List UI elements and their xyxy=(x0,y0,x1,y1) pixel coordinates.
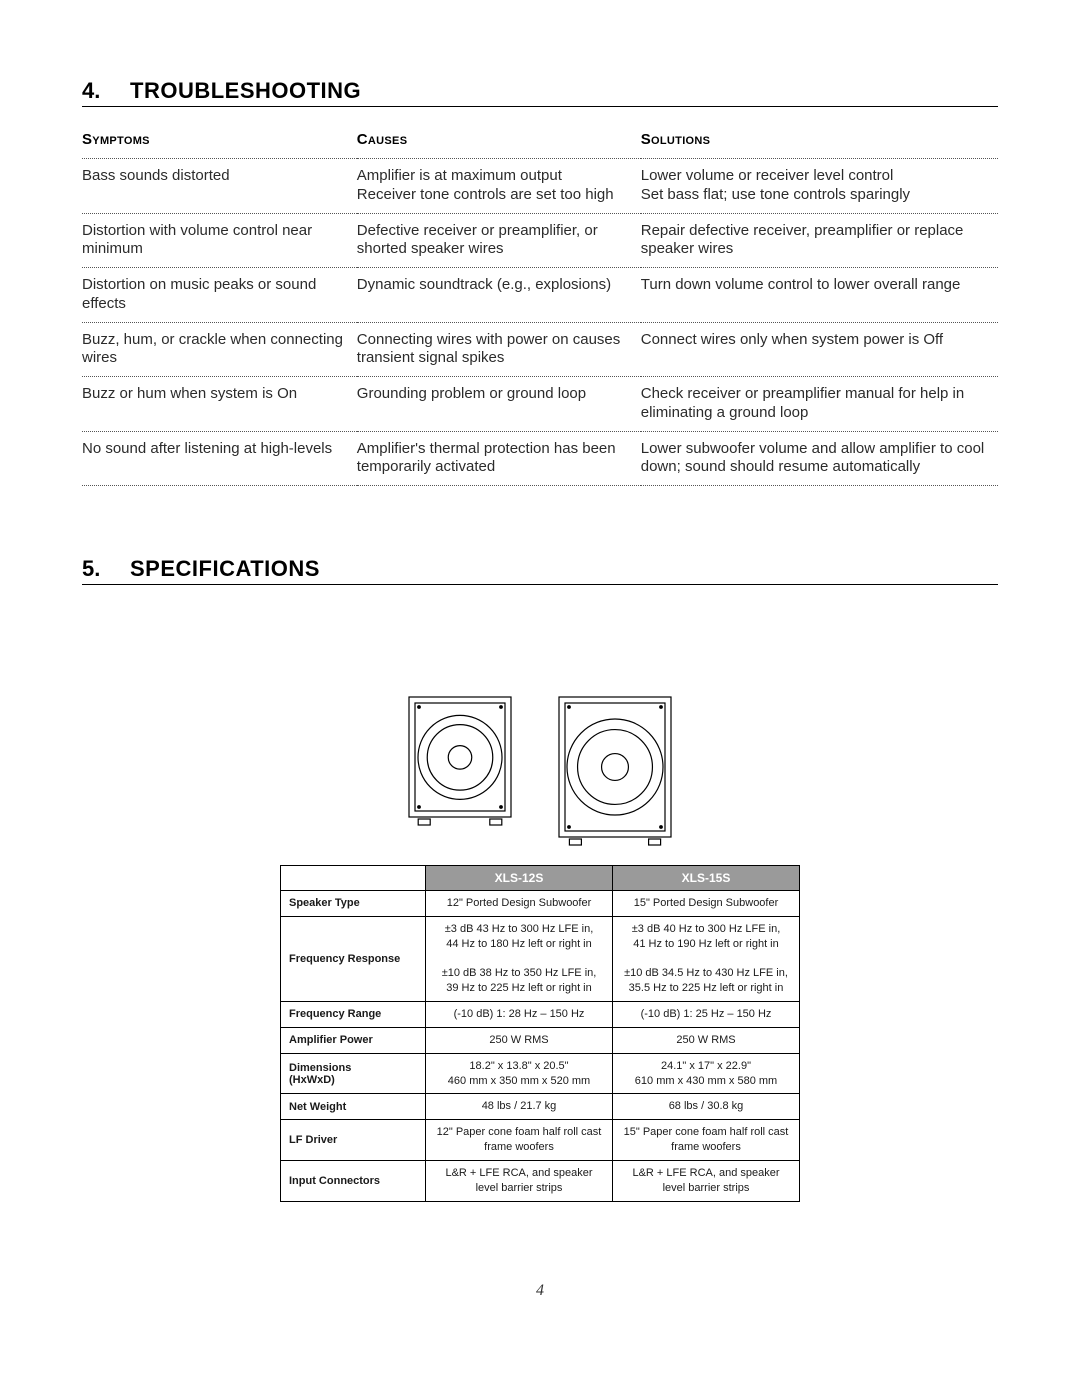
table-row: Net Weight48 lbs / 21.7 kg68 lbs / 30.8 … xyxy=(281,1094,800,1120)
section-number: 4. xyxy=(82,78,130,104)
speaker-drawings xyxy=(82,695,998,855)
cell-solution: Lower volume or receiver level controlSe… xyxy=(641,159,998,214)
spec-value: (-10 dB) 1: 28 Hz – 150 Hz xyxy=(426,1002,613,1028)
cell-cause: Connecting wires with power on causes tr… xyxy=(357,322,641,377)
cell-symptom: No sound after listening at high-levels xyxy=(82,431,357,486)
table-row: Dimensions(HxWxD)18.2" x 13.8" x 20.5"46… xyxy=(281,1053,800,1094)
cell-cause: Amplifier's thermal protection has been … xyxy=(357,431,641,486)
section-heading-troubleshooting: 4. TROUBLESHOOTING xyxy=(82,78,998,107)
cell-cause: Amplifier is at maximum outputReceiver t… xyxy=(357,159,641,214)
cell-solution: Repair defective receiver, preamplifier … xyxy=(641,213,998,268)
cell-symptom: Buzz, hum, or crackle when connecting wi… xyxy=(82,322,357,377)
cell-solution: Connect wires only when system power is … xyxy=(641,322,998,377)
table-row: Buzz, hum, or crackle when connecting wi… xyxy=(82,322,998,377)
table-row: Distortion on music peaks or sound effec… xyxy=(82,268,998,323)
spec-value: 15" Paper cone foam half roll cast frame… xyxy=(613,1120,800,1161)
spec-header-blank xyxy=(281,866,426,891)
table-row: Speaker Type12" Ported Design Subwoofer1… xyxy=(281,891,800,917)
spec-value: 48 lbs / 21.7 kg xyxy=(426,1094,613,1120)
spec-value: 12" Paper cone foam half roll cast frame… xyxy=(426,1120,613,1161)
spec-value: L&R + LFE RCA, and speaker level barrier… xyxy=(613,1160,800,1201)
section-title: TROUBLESHOOTING xyxy=(130,78,361,104)
speaker-drawing-xls12s xyxy=(405,695,515,855)
cell-symptom: Distortion with volume control near mini… xyxy=(82,213,357,268)
spec-value: 18.2" x 13.8" x 20.5"460 mm x 350 mm x 5… xyxy=(426,1053,613,1094)
spec-label: Dimensions(HxWxD) xyxy=(281,1053,426,1094)
section-title: SPECIFICATIONS xyxy=(130,556,320,582)
cell-cause: Grounding problem or ground loop xyxy=(357,377,641,432)
spec-value: ±3 dB 40 Hz to 300 Hz LFE in,41 Hz to 19… xyxy=(613,916,800,1001)
cell-solution: Lower subwoofer volume and allow amplifi… xyxy=(641,431,998,486)
spec-value: L&R + LFE RCA, and speaker level barrier… xyxy=(426,1160,613,1201)
table-row: No sound after listening at high-levelsA… xyxy=(82,431,998,486)
table-row: Buzz or hum when system is OnGrounding p… xyxy=(82,377,998,432)
cell-solution: Check receiver or preamplifier manual fo… xyxy=(641,377,998,432)
spec-label: Frequency Response xyxy=(281,916,426,1001)
page-number: 4 xyxy=(82,1282,998,1300)
spec-header-model-a: XLS-12S xyxy=(426,866,613,891)
spec-value: 250 W RMS xyxy=(426,1027,613,1053)
section-number: 5. xyxy=(82,556,130,582)
table-row: Input ConnectorsL&R + LFE RCA, and speak… xyxy=(281,1160,800,1201)
col-header-symptoms: Symptoms xyxy=(82,125,357,159)
speaker-drawing-xls15s xyxy=(555,695,675,855)
cell-symptom: Bass sounds distorted xyxy=(82,159,357,214)
spec-value: 15" Ported Design Subwoofer xyxy=(613,891,800,917)
col-header-solutions: Solutions xyxy=(641,125,998,159)
table-row: Bass sounds distortedAmplifier is at max… xyxy=(82,159,998,214)
spec-label: Input Connectors xyxy=(281,1160,426,1201)
table-row: Frequency Range(-10 dB) 1: 28 Hz – 150 H… xyxy=(281,1002,800,1028)
section-heading-specifications: 5. SPECIFICATIONS xyxy=(82,556,998,585)
cell-cause: Dynamic soundtrack (e.g., explosions) xyxy=(357,268,641,323)
cell-symptom: Distortion on music peaks or sound effec… xyxy=(82,268,357,323)
spec-value: (-10 dB) 1: 25 Hz – 150 Hz xyxy=(613,1002,800,1028)
cell-cause: Defective receiver or preamplifier, or s… xyxy=(357,213,641,268)
col-header-causes: Causes xyxy=(357,125,641,159)
spec-label: LF Driver xyxy=(281,1120,426,1161)
spec-label: Net Weight xyxy=(281,1094,426,1120)
cell-symptom: Buzz or hum when system is On xyxy=(82,377,357,432)
spec-value: 24.1" x 17" x 22.9"610 mm x 430 mm x 580… xyxy=(613,1053,800,1094)
spec-value: ±3 dB 43 Hz to 300 Hz LFE in,44 Hz to 18… xyxy=(426,916,613,1001)
troubleshooting-table: Symptoms Causes Solutions Bass sounds di… xyxy=(82,125,998,486)
table-row: Amplifier Power250 W RMS250 W RMS xyxy=(281,1027,800,1053)
table-row: Frequency Response±3 dB 43 Hz to 300 Hz … xyxy=(281,916,800,1001)
spec-label: Frequency Range xyxy=(281,1002,426,1028)
table-row: LF Driver12" Paper cone foam half roll c… xyxy=(281,1120,800,1161)
spec-label: Amplifier Power xyxy=(281,1027,426,1053)
specifications-table: XLS-12S XLS-15S Speaker Type12" Ported D… xyxy=(280,865,800,1202)
table-row: Distortion with volume control near mini… xyxy=(82,213,998,268)
spec-value: 250 W RMS xyxy=(613,1027,800,1053)
spec-value: 12" Ported Design Subwoofer xyxy=(426,891,613,917)
cell-solution: Turn down volume control to lower overal… xyxy=(641,268,998,323)
spec-label: Speaker Type xyxy=(281,891,426,917)
spec-header-model-b: XLS-15S xyxy=(613,866,800,891)
spec-value: 68 lbs / 30.8 kg xyxy=(613,1094,800,1120)
